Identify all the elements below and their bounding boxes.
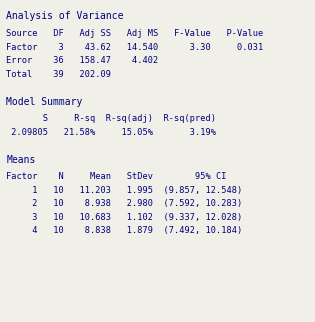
Text: Analysis of Variance: Analysis of Variance: [6, 11, 124, 21]
Text: Model Summary: Model Summary: [6, 97, 83, 107]
Text: Factor    N     Mean   StDev        95% CI: Factor N Mean StDev 95% CI: [6, 172, 227, 181]
Text: Total    39   202.09: Total 39 202.09: [6, 70, 111, 79]
Text: 2.09805   21.58%     15.05%       3.19%: 2.09805 21.58% 15.05% 3.19%: [6, 128, 216, 137]
Text: S     R-sq  R-sq(adj)  R-sq(pred): S R-sq R-sq(adj) R-sq(pred): [6, 114, 216, 123]
Text: 2   10    8.938   2.980  (7.592, 10.283): 2 10 8.938 2.980 (7.592, 10.283): [6, 199, 243, 208]
Text: Error    36   158.47    4.402: Error 36 158.47 4.402: [6, 56, 158, 65]
Text: Source   DF   Adj SS   Adj MS   F-Value   P-Value: Source DF Adj SS Adj MS F-Value P-Value: [6, 29, 264, 38]
Text: 1   10   11.203   1.995  (9.857, 12.548): 1 10 11.203 1.995 (9.857, 12.548): [6, 186, 243, 195]
Text: 4   10    8.838   1.879  (7.492, 10.184): 4 10 8.838 1.879 (7.492, 10.184): [6, 226, 243, 235]
Text: Means: Means: [6, 155, 36, 165]
Text: Factor    3    43.62   14.540      3.30     0.031: Factor 3 43.62 14.540 3.30 0.031: [6, 43, 264, 52]
Text: 3   10   10.683   1.102  (9.337, 12.028): 3 10 10.683 1.102 (9.337, 12.028): [6, 213, 243, 222]
